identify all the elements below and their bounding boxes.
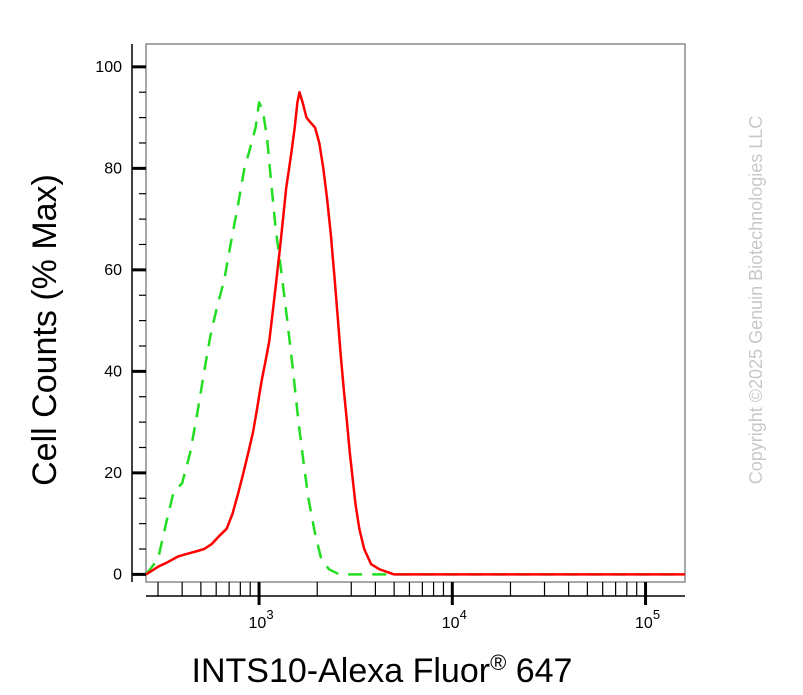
x-tick-exponent: 4 [460,607,467,622]
y-axis: 0 20 40 60 80 100 [95,44,146,583]
y-tick-label: 40 [104,363,122,380]
x-axis-title-registered: ® [490,650,506,675]
x-axis-title: INTS10-Alexa Fluor® 647 [192,650,573,690]
x-tick-label: 103 [249,607,274,632]
y-tick-label: 20 [104,465,122,482]
x-tick-label: 105 [635,607,660,632]
x-tick-base: 10 [249,615,267,632]
x-axis-title-suffix: 647 [506,652,572,690]
y-tick-label: 100 [95,59,122,76]
copyright-notice: Copyright ©2025 Genuin Biotechnologies L… [746,116,766,485]
x-tick-base: 10 [635,615,653,632]
y-tick-label: 80 [104,160,122,177]
y-tick-label: 0 [113,566,122,583]
plot-frame [145,43,686,583]
series-layer [145,90,685,576]
x-axis-title-main: INTS10-Alexa Fluor [192,652,491,690]
series-line-green-dashed [145,101,685,576]
x-tick-exponent: 5 [653,607,660,622]
series-line-red-solid [145,90,685,576]
x-tick-label: 104 [442,607,467,632]
x-tick-base: 10 [442,615,460,632]
y-axis-title: Cell Counts (% Max) [26,174,64,486]
plot-area [145,43,686,583]
y-tick-label: 60 [104,262,122,279]
x-tick-exponent: 3 [266,607,273,622]
